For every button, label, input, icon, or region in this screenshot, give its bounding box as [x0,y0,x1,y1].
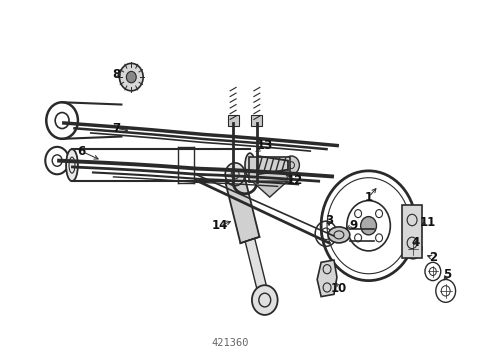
Ellipse shape [245,153,255,177]
Ellipse shape [328,227,350,243]
Text: 14: 14 [212,219,228,232]
Text: 3: 3 [325,213,333,226]
Circle shape [284,156,299,174]
Text: 5: 5 [443,269,452,282]
Text: 8: 8 [112,68,121,81]
Circle shape [120,63,143,91]
FancyBboxPatch shape [402,205,422,258]
Text: 4: 4 [412,237,420,249]
Circle shape [361,217,376,235]
Polygon shape [245,238,270,302]
Text: 7: 7 [112,122,121,135]
Polygon shape [225,177,259,243]
Circle shape [126,71,136,83]
Text: 12: 12 [286,174,302,186]
Text: 11: 11 [420,216,436,229]
Text: 1: 1 [365,191,373,204]
Text: 9: 9 [350,219,358,232]
Text: 6: 6 [78,145,86,158]
Text: 2: 2 [429,251,437,264]
Text: 421360: 421360 [212,338,249,348]
FancyBboxPatch shape [249,157,291,182]
FancyBboxPatch shape [228,116,239,126]
Circle shape [252,285,278,315]
Ellipse shape [66,149,78,181]
Polygon shape [252,181,288,197]
FancyBboxPatch shape [251,116,262,126]
Text: 10: 10 [331,282,347,295]
Circle shape [225,163,245,186]
Text: 13: 13 [257,139,273,152]
Polygon shape [317,260,337,297]
